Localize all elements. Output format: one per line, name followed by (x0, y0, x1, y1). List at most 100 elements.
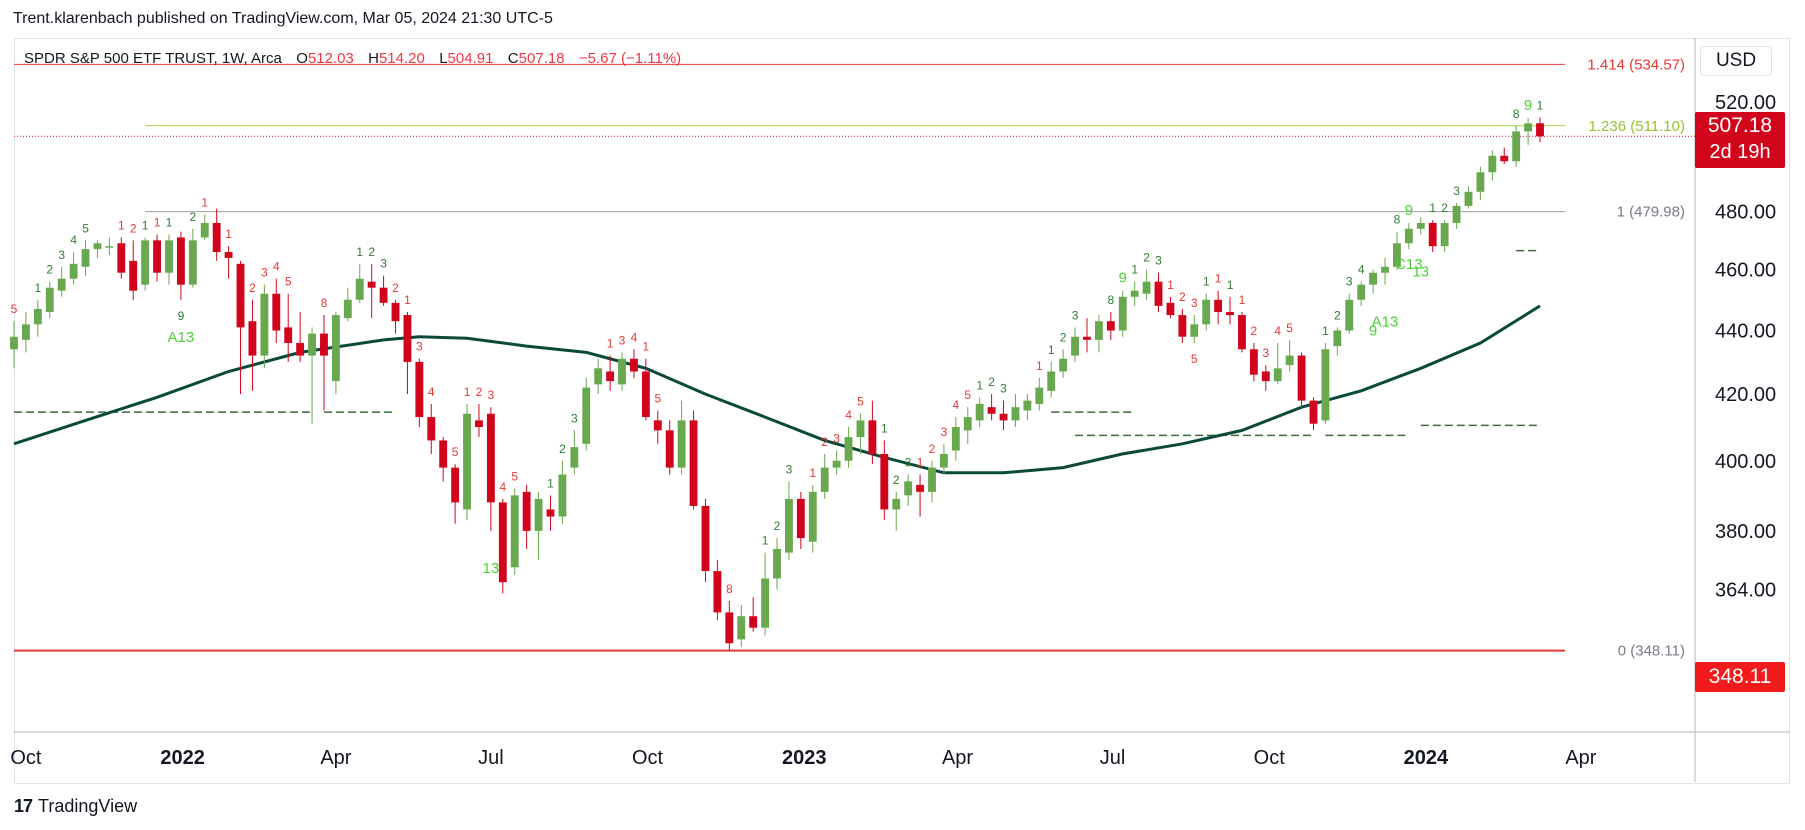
td-count-label: 5 (452, 445, 459, 459)
td-count-label: 4 (428, 385, 435, 399)
candle-body (1536, 123, 1544, 137)
td-count-label: 3 (571, 411, 578, 425)
legend-close: 507.18 (518, 50, 565, 67)
td-count-label: 1 (1537, 99, 1544, 113)
candle-body (331, 315, 340, 382)
candle-body (582, 387, 591, 444)
td-count-label: 1 (35, 281, 42, 295)
candle-body (1309, 400, 1318, 424)
candle-body (1035, 387, 1044, 404)
td-count-label: 2 (1251, 324, 1258, 338)
candle-body (451, 467, 460, 503)
fib-level-label: 1.236 (511.10) (1589, 118, 1685, 135)
candle-body (1345, 299, 1354, 331)
td-count-label: 3 (786, 462, 793, 476)
td-count-label: 5 (1286, 321, 1293, 335)
time-tick-label: Oct (10, 747, 42, 769)
td-count-label: 4 (952, 398, 959, 412)
td-count-label: 2 (1179, 290, 1186, 304)
candle-body (1297, 355, 1306, 401)
td-count-label: 1 (643, 340, 650, 354)
td-count-label: 3 (1346, 275, 1353, 289)
td-count-label: 3 (833, 432, 840, 446)
candle-body (773, 548, 781, 579)
candle-body (844, 437, 853, 461)
td-count-label: 2 (559, 442, 566, 456)
candle-body (510, 495, 519, 568)
td-count-label: 2 (392, 281, 399, 295)
td-count-label: A13 (1372, 314, 1399, 331)
td-count-label: 2 (368, 245, 375, 259)
td-count-label: 4 (499, 480, 506, 494)
candle-body (21, 324, 30, 340)
candle-body (248, 321, 257, 356)
td-count-label: 2 (929, 442, 936, 456)
td-count-label: 1 (1036, 359, 1043, 373)
symbol-legend: SPDR S&P 500 ETF TRUST, 1W, Arca O512.03… (24, 50, 681, 67)
td-count-label: 1 (225, 227, 232, 241)
td-count-label: 8 (726, 582, 733, 596)
candle-body (1500, 155, 1509, 162)
candle-body (725, 612, 734, 644)
candle-body (534, 498, 543, 531)
currency-button[interactable]: USD (1700, 46, 1772, 76)
candle-body (1261, 371, 1270, 382)
td-count-label: 9 (1524, 97, 1532, 114)
candle-body (33, 308, 42, 325)
td-count-label: 2 (821, 435, 828, 449)
moving-average-line (13, 304, 1541, 475)
bar-countdown: 2d 19h (1709, 141, 1771, 163)
candle-body (1381, 266, 1389, 273)
td-count-label: 2 (1060, 330, 1067, 344)
candle-body (93, 243, 102, 250)
td-count-label: 4 (1358, 263, 1365, 277)
td-count-label: 2 (1334, 308, 1341, 322)
candle-body (320, 333, 328, 356)
candle-body (618, 358, 626, 385)
tradingview-brand[interactable]: 17 TradingView (14, 796, 137, 817)
td-count-label: 8 (1513, 107, 1520, 121)
candle-body (1464, 191, 1473, 206)
candle-body (737, 616, 746, 640)
candle-body (45, 287, 54, 312)
td-count-label: 1 (607, 337, 614, 351)
candle-body (856, 420, 865, 438)
td-count-label: 5 (511, 469, 518, 483)
td-count-label: 4 (273, 260, 280, 274)
td-count-label: 13 (1412, 264, 1429, 281)
candle-body (999, 413, 1008, 421)
td-count-label: 2 (189, 210, 196, 224)
td-count-label: 3 (1262, 346, 1269, 360)
td-count-label: 2 (249, 281, 256, 295)
td-count-label: 1 (1215, 272, 1222, 286)
td-count-label: 8 (1394, 213, 1401, 227)
td-count-label: 9 (1369, 323, 1377, 340)
legend-close-label: C (507, 50, 519, 67)
candle-body (200, 223, 209, 238)
candle-body (69, 263, 78, 279)
candle-body (701, 505, 710, 572)
td-count-label: 9 (1405, 202, 1413, 219)
td-count-label: 5 (285, 275, 292, 289)
candle-body (1333, 330, 1342, 347)
candle-body (343, 299, 352, 319)
candle-body (188, 240, 197, 285)
candle-body (1524, 123, 1533, 132)
candle-body (808, 491, 817, 542)
td-count-label: 5 (857, 395, 864, 409)
legend-high-label: H (368, 50, 379, 67)
legend-open-label: O (296, 50, 308, 67)
candle-body (498, 502, 507, 583)
candle-body (1178, 315, 1187, 337)
candle-body (260, 293, 269, 356)
td-count-label: 4 (631, 330, 638, 344)
candle-body (296, 342, 305, 356)
time-tick-label: Apr (942, 747, 973, 769)
td-count-label: 3 (619, 333, 626, 347)
candle-body (1047, 371, 1056, 391)
legend-low-label: L (439, 50, 448, 67)
td-count-label: 1 (547, 476, 554, 490)
candle-body (1071, 336, 1079, 356)
td-count-label: 1 (1203, 275, 1210, 289)
